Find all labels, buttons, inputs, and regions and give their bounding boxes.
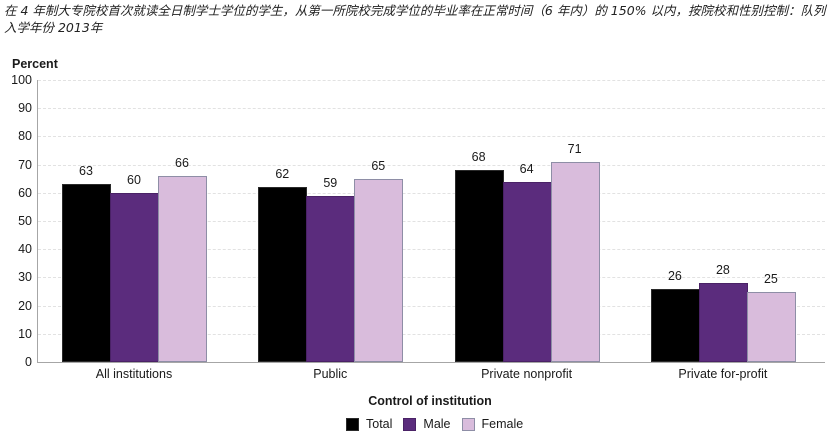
bar-female [354,178,404,362]
value-label: 60 [127,172,141,187]
legend-item-female: Female [461,417,524,431]
x-tick-label: Private for-profit [678,367,768,381]
bar-female [158,175,207,362]
legend-swatch-icon [403,417,417,431]
y-tick-label: 90 [18,101,32,116]
legend-item-total: Total [346,417,392,431]
y-tick-label: 30 [18,270,32,285]
gridline [38,108,825,110]
bar-total [62,184,111,362]
value-label: 26 [667,268,682,283]
legend-label: Female [481,417,524,431]
bar-total [258,187,308,362]
x-tick-label: Private nonprofit [481,367,573,381]
value-label: 71 [567,141,582,156]
x-tick-label: Public [313,367,348,381]
gridline [38,277,825,279]
value-label: 62 [275,167,290,182]
y-tick-label: 100 [11,73,32,87]
y-tick-label: 0 [25,355,32,369]
bar-female [746,291,796,362]
bar-male [110,192,159,362]
legend-swatch-icon [461,417,475,431]
gridline [38,164,825,166]
y-tick-label: 10 [18,326,32,341]
value-label: 65 [371,158,386,173]
y-tick-label: 80 [18,129,32,144]
bar-male [698,283,748,362]
plot-area: 0 10 20 30 40 50 60 70 80 90 100 63 60 66 All institut… [11,73,825,381]
y-axis-line [37,80,38,362]
gridline [38,192,825,194]
legend: Total Male Female [346,417,534,431]
bar-male [306,195,356,362]
legend-swatch-icon [346,417,359,431]
value-label: 63 [79,164,93,179]
chart-title: 在 4 年制大专院校首次就读全日制学士学位的学生，从第一所院校完成学位的毕业率在… [4,3,826,35]
gridline [38,80,825,81]
value-label: 59 [323,175,338,190]
legend-item-male: Male [403,417,451,431]
gridline [38,136,825,138]
gridline [38,221,825,222]
x-axis-line [37,362,825,363]
y-tick-label: 70 [18,157,32,172]
value-label: 28 [715,263,730,278]
bar-female [550,161,600,362]
value-label: 64 [519,161,534,176]
y-axis-label: Percent [12,57,58,71]
gridline [38,305,825,307]
y-tick-label: 40 [18,242,32,257]
value-label: 68 [471,150,486,165]
gridline [38,333,825,335]
bar-total [454,170,504,362]
bar-male [502,181,552,362]
y-tick-label: 50 [18,214,32,228]
gridline [38,249,825,251]
bar-total [650,288,700,362]
value-label: 25 [763,271,778,286]
legend-label: Total [366,417,393,431]
y-tick-label: 20 [18,298,32,313]
y-tick-label: 60 [18,185,32,200]
legend-label: Male [423,417,451,431]
x-axis-label: Control of institution [368,394,492,408]
value-label: 66 [175,155,189,170]
x-tick-label: All institutions [95,367,173,381]
